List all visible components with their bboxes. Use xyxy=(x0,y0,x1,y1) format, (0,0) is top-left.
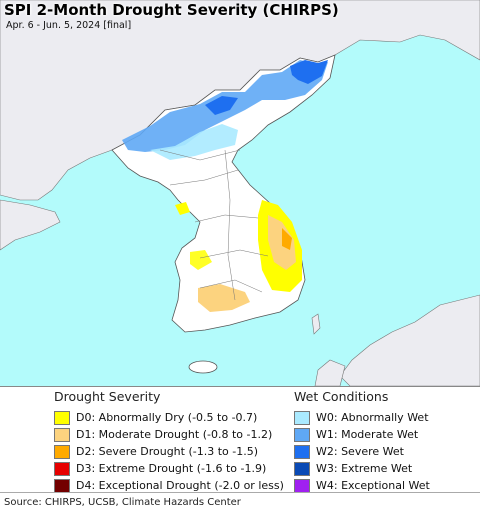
map-title: SPI 2-Month Drought Severity (CHIRPS) xyxy=(4,1,339,19)
drought-map: SPI 2-Month Drought Severity (CHIRPS) Ap… xyxy=(0,0,480,387)
legend-swatch-w2 xyxy=(294,444,310,459)
legend-swatch-w4 xyxy=(294,478,310,493)
province-borders xyxy=(159,149,269,301)
neighbor-land-west xyxy=(0,199,61,251)
legend-label-d3: D3: Extreme Drought (-1.6 to -1.9) xyxy=(76,462,267,475)
drought-legend: Drought Severity D0: Abnormally Dry (-0.… xyxy=(54,389,294,494)
wet-w2-region xyxy=(290,60,328,84)
footer: Source: CHIRPS, UCSB, Climate Hazards Ce… xyxy=(0,492,480,511)
legend-item-w0: W0: Abnormally Wet xyxy=(294,409,474,426)
neighbor-land-kyushu xyxy=(314,359,346,386)
legend-label-d0: D0: Abnormally Dry (-0.5 to -0.7) xyxy=(76,411,258,424)
legend-label-w2: W2: Severe Wet xyxy=(316,445,404,458)
legend-swatch-w3 xyxy=(294,461,310,476)
legend-label-d1: D1: Moderate Drought (-0.8 to -1.2) xyxy=(76,428,273,441)
legend-item-d2: D2: Severe Drought (-1.3 to -1.5) xyxy=(54,443,294,460)
legend-swatch-d1 xyxy=(54,427,70,442)
wet-legend: Wet Conditions W0: Abnormally Wet W1: Mo… xyxy=(294,389,474,494)
legend-item-d1: D1: Moderate Drought (-0.8 to -1.2) xyxy=(54,426,294,443)
legend-label-w0: W0: Abnormally Wet xyxy=(316,411,429,424)
legend-swatch-d4 xyxy=(54,478,70,493)
legend-item-d3: D3: Extreme Drought (-1.6 to -1.9) xyxy=(54,460,294,477)
drought-d2-east xyxy=(282,228,292,250)
legend-label-d4: D4: Exceptional Drought (-2.0 or less) xyxy=(76,479,284,492)
map-subtitle: Apr. 6 - Jun. 5, 2024 [final] xyxy=(6,20,132,31)
source-credit: Source: CHIRPS, UCSB, Climate Hazards Ce… xyxy=(4,497,241,508)
island-jeju xyxy=(188,360,218,374)
legend-label-w1: W1: Moderate Wet xyxy=(316,428,419,441)
legend-item-w1: W1: Moderate Wet xyxy=(294,426,474,443)
legend-item-w3: W3: Extreme Wet xyxy=(294,460,474,477)
legend-swatch-d0 xyxy=(54,410,70,425)
wet-w2-region-2 xyxy=(205,96,238,115)
wet-w0-region xyxy=(150,124,238,160)
drought-d0-west xyxy=(175,202,190,215)
map-canvas xyxy=(0,0,480,386)
legend-item-w2: W2: Severe Wet xyxy=(294,443,474,460)
neighbor-land-japan xyxy=(339,294,480,386)
drought-legend-heading: Drought Severity xyxy=(54,389,161,404)
wet-legend-heading: Wet Conditions xyxy=(294,389,389,404)
legend-item-d4: D4: Exceptional Drought (-2.0 or less) xyxy=(54,477,294,494)
legend-swatch-d2 xyxy=(54,444,70,459)
island-tsushima xyxy=(311,313,321,335)
legend-item-d0: D0: Abnormally Dry (-0.5 to -0.7) xyxy=(54,409,294,426)
legend-item-w4: W4: Exceptional Wet xyxy=(294,477,474,494)
legend-label-d2: D2: Severe Drought (-1.3 to -1.5) xyxy=(76,445,259,458)
legend-label-w3: W3: Extreme Wet xyxy=(316,462,413,475)
legend-label-w4: W4: Exceptional Wet xyxy=(316,479,430,492)
drought-d1-south xyxy=(198,284,250,312)
legend-swatch-d3 xyxy=(54,461,70,476)
drought-d0-south xyxy=(190,250,212,270)
legend-swatch-w1 xyxy=(294,427,310,442)
legend-swatch-w0 xyxy=(294,410,310,425)
